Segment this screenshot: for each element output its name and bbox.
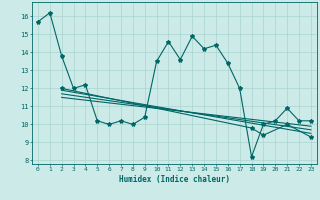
- X-axis label: Humidex (Indice chaleur): Humidex (Indice chaleur): [119, 175, 230, 184]
